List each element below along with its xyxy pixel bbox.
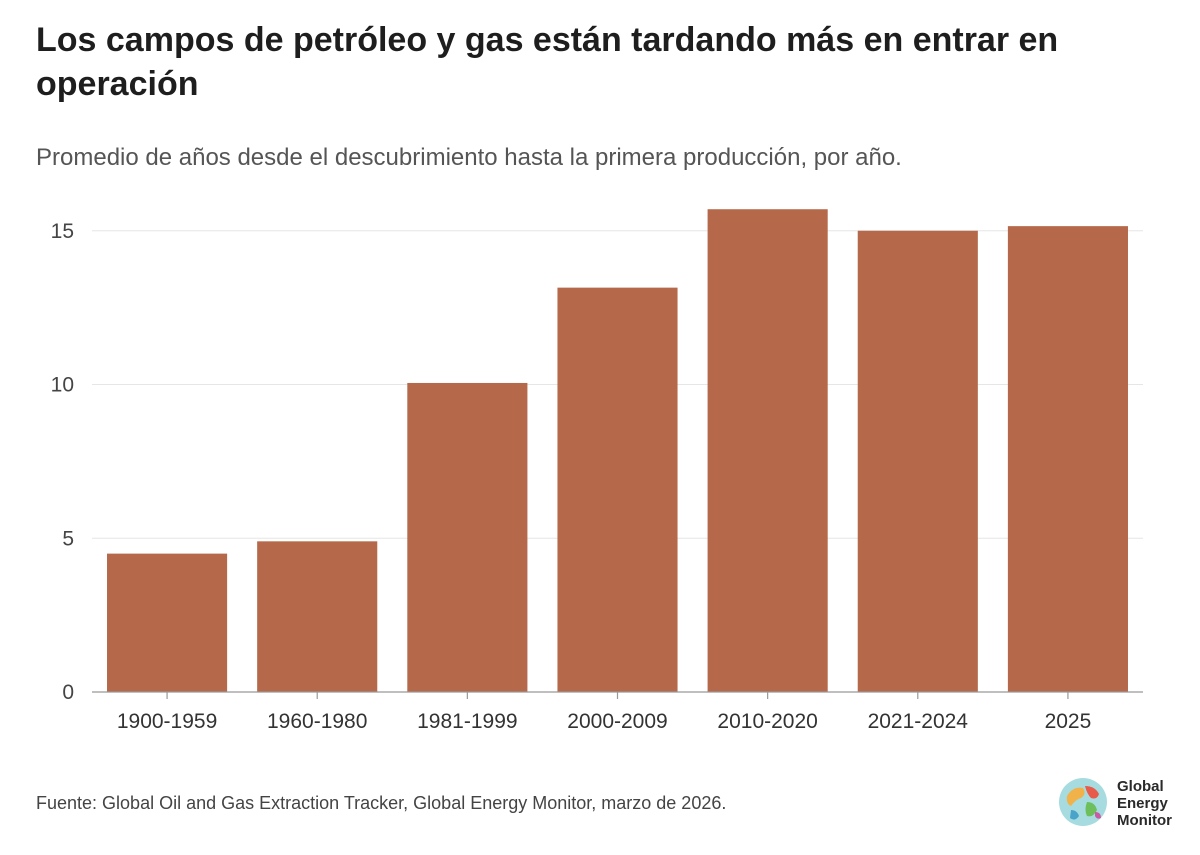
y-tick-label: 5 (62, 527, 74, 550)
axes: 0 5 10 15 1900-1959 1960-1980 1981-1999 2000-20… (51, 220, 1143, 733)
bars (107, 209, 1128, 692)
bar (707, 209, 828, 692)
x-tick-label: 2000-2009 (567, 710, 667, 733)
bar (257, 541, 378, 692)
x-tick-label: 2021-2024 (868, 710, 969, 733)
bar (407, 382, 528, 692)
x-tick-label: 2010-2020 (717, 710, 817, 733)
bar (857, 230, 978, 692)
logo-line-2: Energy (1117, 795, 1168, 812)
logo-line-3: Monitor (1117, 812, 1172, 829)
y-tick-label: 0 (62, 681, 74, 704)
x-tick-label: 1960-1980 (267, 710, 367, 733)
bar (1007, 226, 1128, 692)
chart-subtitle: Promedio de años desde el descubrimiento… (36, 144, 902, 171)
y-tick-label: 15 (51, 220, 74, 243)
globe-icon (1059, 778, 1107, 826)
bar (557, 287, 678, 692)
x-tick-label: 2025 (1045, 710, 1092, 733)
y-tick-label: 10 (51, 374, 74, 397)
bar (107, 553, 228, 692)
source-note: Fuente: Global Oil and Gas Extraction Tr… (36, 793, 727, 813)
logo-line-1: Global (1117, 778, 1164, 795)
x-tick-label: 1981-1999 (417, 710, 517, 733)
logo-text: Global Energy Monitor (1117, 778, 1172, 829)
chart-title: Los campos de petróleo y gas están tarda… (36, 21, 1059, 103)
x-tick-label: 1900-1959 (117, 710, 217, 733)
gem-logo: Global Energy Monitor (1057, 776, 1187, 832)
